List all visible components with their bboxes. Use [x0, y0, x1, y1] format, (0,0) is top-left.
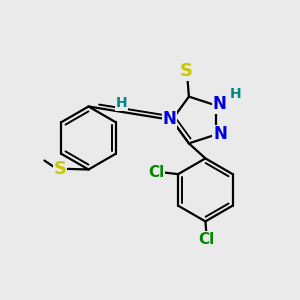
Text: N: N	[212, 95, 226, 113]
Text: H: H	[116, 96, 127, 110]
Text: S: S	[179, 62, 192, 80]
Text: Cl: Cl	[148, 165, 164, 180]
Text: Cl: Cl	[198, 232, 214, 247]
Text: S: S	[53, 160, 67, 178]
Text: H: H	[230, 87, 241, 101]
Text: N: N	[163, 110, 176, 128]
Text: N: N	[213, 125, 227, 143]
